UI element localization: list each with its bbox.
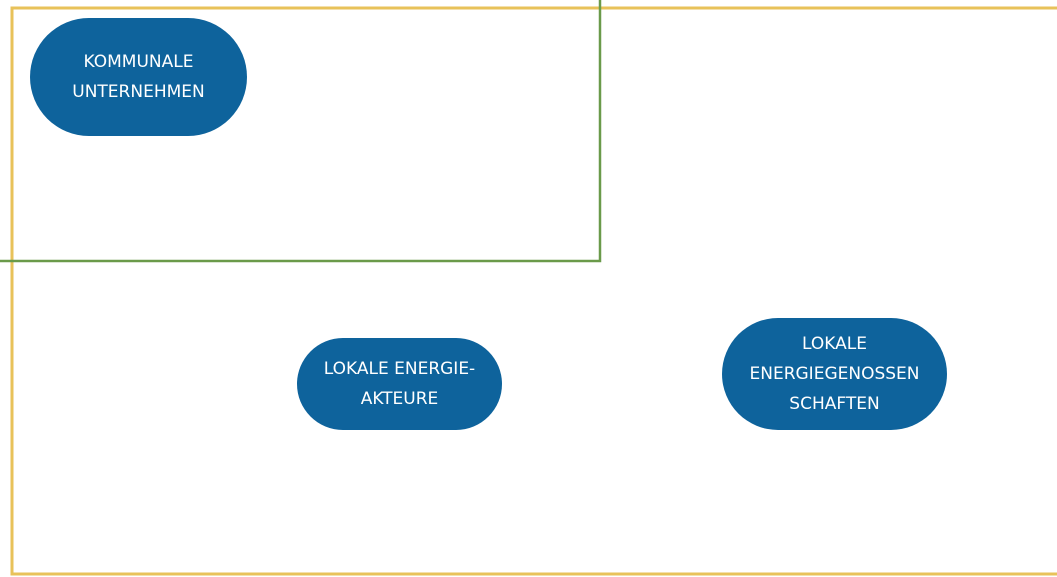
node-label: UNTERNEHMEN: [72, 82, 204, 102]
inner-frame: [0, 0, 602, 263]
node: [30, 18, 247, 136]
outer-frame: [10, 6, 1057, 576]
node: [722, 318, 947, 430]
node: [297, 338, 502, 430]
node-label: ENERGIEGENOSSEN: [750, 364, 920, 384]
node-label: LOKALE ENERGIE-: [324, 359, 475, 379]
node-label: LOKALE: [802, 334, 867, 354]
node-label: AKTEURE: [361, 389, 439, 409]
node-label: SCHAFTEN: [789, 394, 879, 414]
node-label: KOMMUNALE: [84, 52, 194, 72]
nodes: KOMMUNALE UNTERNEHMEN LOKALE ENERGIE- AKTEU…: [30, 18, 947, 430]
